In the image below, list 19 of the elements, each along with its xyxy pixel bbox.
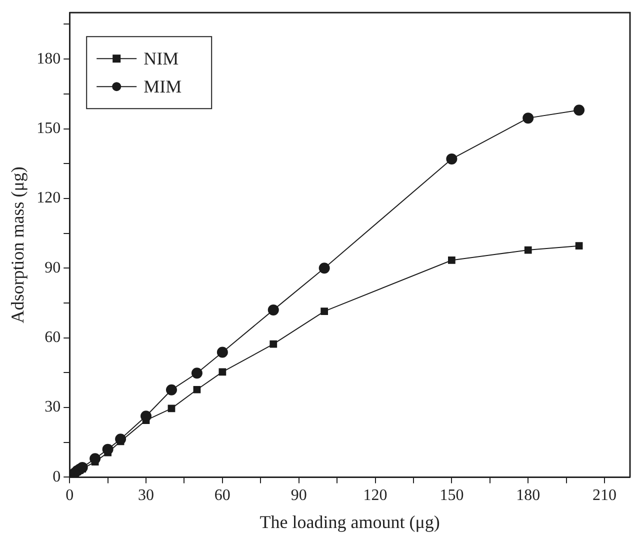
x-tick-label: 150 [440,487,464,504]
y-tick-label: 120 [36,190,61,207]
y-tick-label: 150 [36,120,61,137]
x-tick-label: 90 [290,487,307,504]
x-tick-label: 120 [363,487,388,504]
x-tick-label: 0 [66,487,74,504]
y-axis-title: Adsorption mass (μg) [8,166,28,324]
y-tick-label: 180 [36,50,61,68]
legend-label: NIM [144,48,179,68]
x-tick-label: 210 [592,487,617,504]
y-tick-label: 90 [44,259,61,276]
x-axis-title: The loading amount (μg) [260,512,440,532]
x-tick-label: 30 [138,487,154,504]
y-tick-label: 60 [44,329,61,346]
y-tick-label: 30 [44,398,61,416]
legend-label: MIM [144,76,182,96]
y-tick-label: 0 [52,468,61,486]
x-tick-label: 60 [214,487,230,504]
x-tick-label: 180 [516,487,540,504]
